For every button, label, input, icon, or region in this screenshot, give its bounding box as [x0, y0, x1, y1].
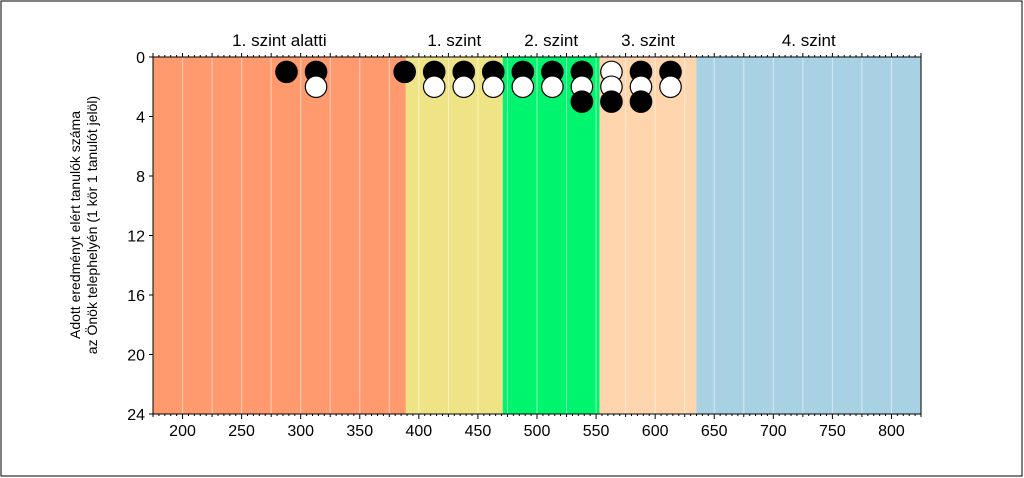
student-points [275, 60, 682, 113]
y-axis-label-line2: az Önök telephelyén (1 kör 1 tanulót jel… [83, 96, 100, 354]
band-3 [502, 57, 600, 414]
x-tick-label: 800 [878, 423, 905, 440]
x-tick-label: 250 [228, 423, 255, 440]
x-tick-label: 550 [583, 423, 610, 440]
x-tick-label: 500 [524, 423, 551, 440]
x-tick-label: 450 [465, 423, 492, 440]
x-tick-label: 300 [287, 423, 314, 440]
band-5 [696, 57, 921, 414]
band-2 [405, 57, 503, 414]
x-tick-label: 750 [819, 423, 846, 440]
y-tick-label: 4 [136, 110, 145, 127]
y-tick-label: 20 [127, 348, 145, 365]
student-point [511, 75, 535, 99]
student-point [541, 75, 564, 99]
student-point [304, 75, 328, 99]
x-tick-label: 650 [701, 423, 728, 440]
band-label-1: 1. szint alatti [232, 31, 327, 50]
level-bands [153, 57, 921, 414]
y-tick-label: 12 [127, 229, 145, 246]
y-axis-label-line1: Adott eredményt elért tanulók száma [67, 111, 83, 339]
band-label-4: 3. szint [621, 31, 675, 50]
student-point [570, 90, 594, 113]
student-point [600, 90, 623, 113]
band-1 [153, 57, 406, 414]
student-point [275, 60, 298, 84]
x-tick-label: 350 [346, 423, 373, 440]
band-label-5: 4. szint [782, 31, 836, 50]
band-label-2: 1. szint [427, 31, 481, 50]
x-tick-label: 700 [760, 423, 787, 440]
student-point [629, 90, 653, 113]
level-labels: 1. szint alatti 1. szint 2. szint 3. szint 4… [232, 31, 836, 50]
band-label-3: 2. szint [524, 31, 578, 50]
y-tick-label: 24 [127, 407, 145, 424]
y-tick-label: 16 [127, 288, 145, 305]
y-tick-label: 0 [136, 50, 145, 67]
x-tick-label: 200 [169, 423, 196, 440]
student-point [659, 75, 682, 99]
student-point [393, 60, 416, 84]
y-tick-label: 8 [136, 169, 145, 186]
axes: 200 250 300 350 400 450 500 550 600 650 700 750 800 0… [127, 50, 922, 440]
student-point [452, 75, 476, 99]
x-tick-label: 400 [405, 423, 432, 440]
x-tick-label: 600 [642, 423, 669, 440]
band-4 [599, 57, 697, 414]
student-point [481, 75, 505, 99]
grid-lines [182, 57, 892, 414]
student-point [422, 75, 446, 99]
